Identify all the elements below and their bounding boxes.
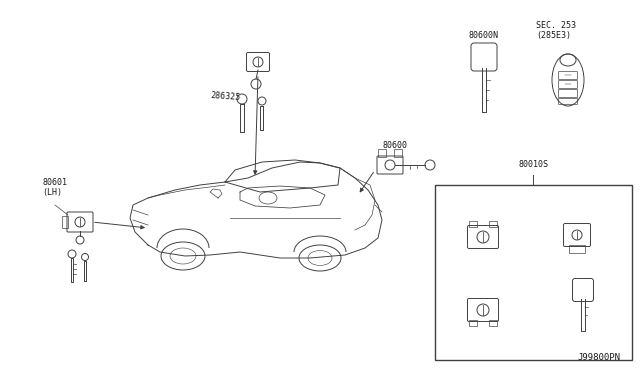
Bar bbox=[394, 149, 402, 157]
Bar bbox=[569, 245, 585, 253]
Bar bbox=[378, 149, 386, 157]
Text: 80600N: 80600N bbox=[469, 31, 499, 40]
Text: SEC. 253
(285E3): SEC. 253 (285E3) bbox=[536, 20, 576, 40]
Text: 80600: 80600 bbox=[383, 141, 408, 150]
Bar bbox=[62, 216, 68, 228]
Text: J99800PN: J99800PN bbox=[577, 353, 620, 362]
Bar bbox=[435, 185, 632, 360]
Text: 80010S: 80010S bbox=[518, 160, 548, 169]
Bar bbox=[469, 320, 477, 326]
Bar bbox=[469, 221, 477, 227]
Text: 286325: 286325 bbox=[210, 91, 241, 102]
Text: 80601
(LH): 80601 (LH) bbox=[42, 177, 67, 197]
Bar bbox=[489, 320, 497, 326]
Bar bbox=[489, 221, 497, 227]
